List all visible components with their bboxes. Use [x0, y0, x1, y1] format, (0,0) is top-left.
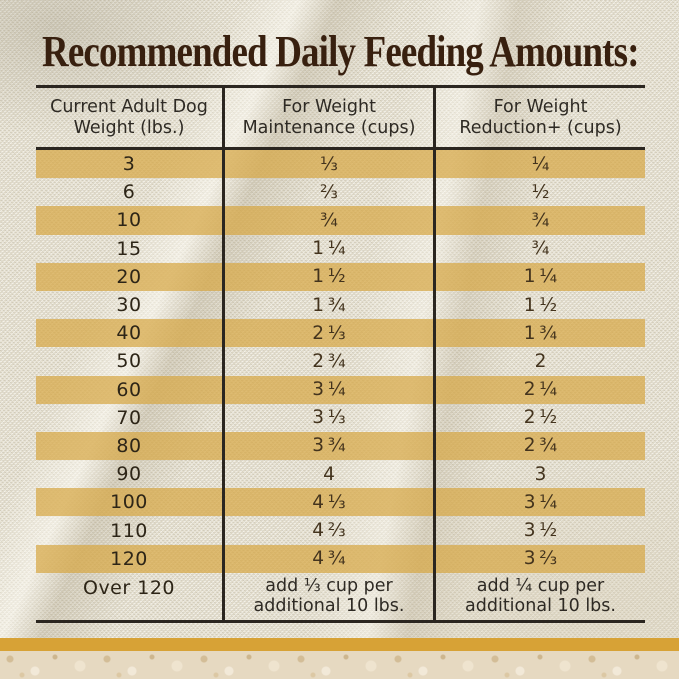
weight-cell: 70 — [116, 406, 142, 429]
weight-cell: 50 — [116, 350, 142, 373]
reduction-cell: ¼ — [433, 150, 645, 179]
header-cell-reduction: For Weight Reduction+ (cups) — [433, 88, 645, 147]
reduction-cell: ½ — [433, 178, 645, 207]
weight-cell: 110 — [110, 519, 148, 542]
footer-reduction-cell: add ¼ cup per additional 10 lbs. — [433, 572, 645, 620]
maintenance-cell: 4 ⅓ — [222, 488, 433, 517]
maintenance-cell: 1 ¼ — [222, 234, 433, 263]
maintenance-cell: 4 — [222, 460, 433, 489]
weight-cell: 10 — [116, 209, 142, 232]
weight-cell: 6 — [122, 181, 136, 204]
header-line: For Weight — [282, 96, 376, 117]
header-line: Maintenance (cups) — [242, 117, 416, 138]
reduction-cell: ¾ — [433, 206, 645, 235]
maintenance-cell: ⅔ — [222, 178, 433, 207]
maintenance-cell: 1 ½ — [222, 262, 433, 291]
weight-cell: 40 — [116, 322, 142, 345]
reduction-cell: 3 ½ — [433, 516, 645, 545]
maintenance-cell: ¾ — [222, 206, 433, 235]
reduction-cell: 2 — [433, 347, 645, 376]
footer-line: add ⅓ cup per — [265, 575, 393, 596]
maintenance-cell: 3 ¼ — [222, 375, 433, 404]
page-title: Recommended Daily Feeding Amounts: — [42, 27, 640, 76]
reduction-cell: 2 ¼ — [433, 375, 645, 404]
table-footer: Over 120 add ⅓ cup per additional 10 lbs… — [36, 572, 645, 620]
weight-cell: 30 — [116, 294, 142, 317]
reduction-cell: 1 ¾ — [433, 319, 645, 348]
header-line: Current Adult Dog — [50, 96, 208, 117]
weight-cell: 60 — [116, 378, 142, 401]
table-row: 10 ¾ ¾ — [36, 206, 645, 235]
maintenance-cell: 1 ¾ — [222, 290, 433, 320]
reduction-cell: 3 ¼ — [433, 488, 645, 517]
reduction-cell: 3 ⅔ — [433, 544, 645, 573]
footer-line: additional 10 lbs. — [253, 595, 405, 616]
weight-cell: 120 — [110, 547, 148, 570]
header-line: For Weight — [493, 96, 588, 117]
maintenance-cell: 3 ¾ — [222, 431, 433, 461]
maintenance-cell: 4 ⅔ — [222, 516, 433, 545]
table-row: 90 4 3 — [36, 460, 645, 489]
stone-strip — [0, 651, 679, 679]
footer-line: add ¼ cup per — [476, 575, 605, 596]
header-cell-weight: Current Adult Dog Weight (lbs.) — [36, 88, 222, 147]
weight-cell: 20 — [116, 265, 142, 288]
reduction-cell: 3 — [433, 460, 645, 489]
reduction-cell: 1 ½ — [433, 290, 645, 320]
header-line: Weight (lbs.) — [73, 117, 185, 138]
gold-stripe — [0, 638, 679, 651]
weight-cell: 100 — [110, 491, 148, 514]
maintenance-cell: 4 ¾ — [222, 544, 433, 573]
reduction-cell: 1 ¼ — [433, 262, 645, 291]
weight-cell: 15 — [116, 237, 142, 260]
reduction-cell: 2 ¾ — [433, 431, 645, 461]
footer-line: additional 10 lbs. — [465, 595, 616, 616]
reduction-cell: ¾ — [433, 234, 645, 263]
maintenance-cell: 2 ¾ — [222, 347, 433, 376]
table-header: Current Adult Dog Weight (lbs.) For Weig… — [36, 88, 645, 150]
footer-weight-cell: Over 120 — [82, 576, 175, 599]
header-line: Reduction+ (cups) — [459, 117, 622, 138]
weight-cell: 90 — [116, 463, 142, 486]
reduction-cell: 2 ½ — [433, 403, 645, 432]
header-cell-maintenance: For Weight Maintenance (cups) — [222, 88, 433, 147]
footer-maintenance-cell: add ⅓ cup per additional 10 lbs. — [222, 572, 433, 620]
maintenance-cell: 3 ⅓ — [222, 403, 433, 432]
weight-cell: 3 — [122, 153, 136, 176]
maintenance-cell: 2 ⅓ — [222, 319, 433, 348]
feeding-table: Current Adult Dog Weight (lbs.) For Weig… — [36, 85, 645, 623]
maintenance-cell: ⅓ — [222, 150, 433, 179]
weight-cell: 80 — [116, 434, 142, 457]
